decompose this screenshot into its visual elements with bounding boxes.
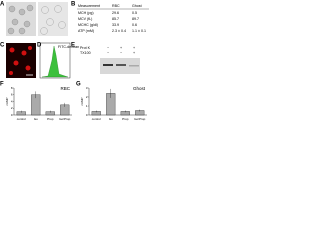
table-cell: ATP (mM)	[78, 29, 94, 33]
table-cell: 29.6	[112, 11, 119, 15]
table-cell: 85.7	[112, 17, 119, 21]
y-axis-label: cAMP	[80, 97, 84, 105]
panel-letter: F	[0, 82, 4, 88]
x-tick-label: Prop	[122, 117, 129, 121]
gel-lane-sign: +	[120, 46, 122, 50]
table-cell: MCV (fL)	[78, 17, 92, 21]
x-tick-label: Prop	[47, 117, 54, 121]
gel-band	[116, 64, 126, 66]
table-cell: 0.5	[132, 11, 137, 15]
y-tick-label: 2	[11, 106, 13, 110]
y-tick-label: 2	[86, 95, 88, 99]
figure: FITC-dextran A B C D E F G Measurement RBC Ghost M…	[0, 2, 149, 121]
table-cell: 1.1 ± 0.1	[132, 29, 146, 33]
y-tick-label: 1	[86, 104, 88, 108]
gel-row-label: Prot K	[80, 46, 91, 50]
panel-letter: D	[37, 43, 42, 49]
gel-lane-sign: +	[133, 46, 135, 50]
y-tick-label: 0	[11, 113, 13, 117]
gel-row-label: TX100	[80, 51, 91, 55]
table-cell: 0.6	[132, 23, 137, 27]
gel-lane-sign: −	[107, 51, 109, 55]
gel-lane-sign: +	[133, 51, 135, 55]
gel-band	[103, 64, 113, 66]
histogram-shape	[41, 45, 69, 78]
x-tick-label: control	[92, 117, 101, 121]
histogram-label: FITC-dextran	[58, 45, 79, 49]
y-tick-label: 0	[86, 113, 88, 117]
table-header: Ghost	[132, 4, 142, 8]
ghosts	[40, 5, 66, 35]
micrograph-ghost	[38, 2, 68, 36]
x-tick-label: Iso	[109, 117, 113, 121]
table-cell: MCH (pg)	[78, 11, 94, 15]
table-header: RBC	[112, 4, 120, 8]
x-tick-label: Iso	[34, 117, 38, 121]
table-header: Measurement	[78, 4, 100, 8]
chart-title: Ghost	[133, 86, 146, 91]
y-tick-label: 6	[11, 93, 13, 97]
chart-title: RBC	[60, 86, 70, 91]
x-tick-label: Iso/Prop	[59, 117, 71, 121]
table-cell: 2.3 ± 0.4	[112, 29, 126, 33]
y-axis-label: cAMP	[5, 97, 9, 105]
gel-lane-sign: −	[120, 51, 122, 55]
table-cell: 33.9	[112, 23, 119, 27]
fluorescent-cells	[9, 46, 32, 75]
cells	[7, 4, 34, 35]
y-tick-label: 8	[11, 86, 13, 90]
y-tick-label: 3	[86, 86, 88, 90]
table-cell: MCHC (g/dl)	[78, 23, 98, 27]
gel-lane-sign: −	[107, 46, 109, 50]
x-tick-label: Iso/Prop	[134, 117, 146, 121]
panel-letter: G	[76, 82, 81, 88]
panel-letter: E	[71, 43, 75, 49]
panel-letter: B	[71, 2, 76, 8]
panel-letter: A	[0, 2, 5, 8]
x-tick-label: control	[17, 117, 26, 121]
y-tick-label: 4	[11, 99, 13, 103]
gel-band	[129, 65, 139, 67]
table-cell: 89.7	[132, 17, 139, 21]
panel-letter: C	[0, 43, 5, 49]
